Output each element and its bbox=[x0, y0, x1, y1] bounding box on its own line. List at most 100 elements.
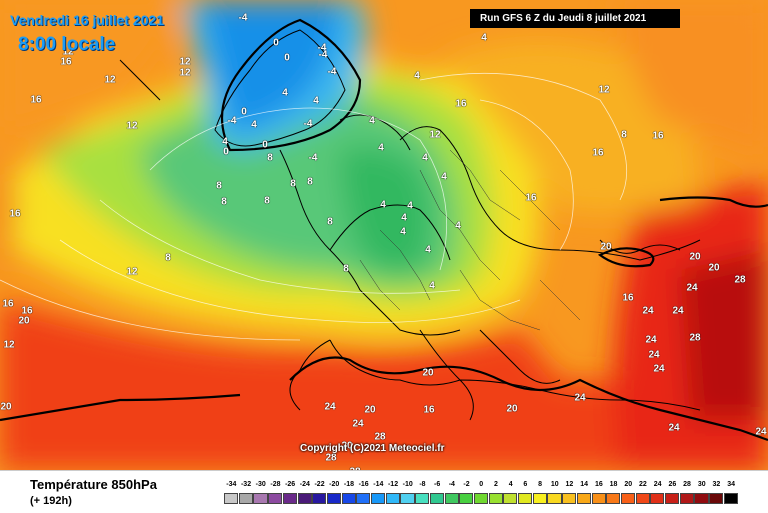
map-value-label: 8 bbox=[221, 196, 227, 208]
legend-swatch bbox=[679, 493, 694, 504]
map-value-label: 20 bbox=[600, 241, 612, 253]
map-value-label: -4 bbox=[308, 152, 318, 164]
map-value-label: 20 bbox=[506, 403, 518, 415]
map-value-label: 24 bbox=[324, 401, 336, 413]
map-value-label: 16 bbox=[423, 404, 435, 416]
legend-tick: 18 bbox=[609, 481, 618, 488]
legend-swatch bbox=[606, 493, 621, 504]
legend-swatch bbox=[532, 493, 547, 504]
legend-swatch bbox=[488, 493, 503, 504]
map-value-label: 16 bbox=[21, 305, 33, 317]
map-value-label: 20 bbox=[341, 440, 353, 452]
legend-tick: -4 bbox=[448, 481, 455, 488]
map-value-label: 0 bbox=[273, 37, 279, 49]
map-value-label: 20 bbox=[422, 367, 434, 379]
map-value-label: 4 bbox=[441, 171, 447, 183]
map-value-label: 28 bbox=[689, 332, 701, 344]
map-value-label: 4 bbox=[401, 212, 407, 224]
map-value-label: 8 bbox=[216, 180, 222, 192]
map-value-label: 24 bbox=[755, 426, 767, 438]
legend-swatch bbox=[723, 493, 738, 504]
contour-lines bbox=[0, 72, 628, 341]
map-value-label: 12 bbox=[3, 339, 15, 351]
legend-tick: 8 bbox=[538, 481, 542, 488]
legend-subtitle: (+ 192h) bbox=[30, 495, 72, 507]
map-value-label: 28 bbox=[734, 274, 746, 286]
map-value-label: 8 bbox=[307, 176, 313, 188]
legend-swatch bbox=[635, 493, 650, 504]
legend-swatch bbox=[429, 493, 444, 504]
map-value-label: 24 bbox=[672, 305, 684, 317]
map-value-label: 20 bbox=[689, 251, 701, 263]
temperature-map: -4 0 -4 -4 0 16 12 12 -4 4 0 4 4 0 12 4 -4 0 -4 4 8 16 12 4 4 4 -4… bbox=[0, 0, 768, 470]
map-value-label: 4 bbox=[313, 95, 319, 107]
legend-tick: 14 bbox=[580, 481, 589, 488]
map-value-label: 12 bbox=[104, 74, 116, 86]
legend-tick: -8 bbox=[419, 481, 426, 488]
legend-swatch bbox=[385, 493, 400, 504]
map-value-label: 12 bbox=[62, 46, 74, 58]
legend: Température 850hPa (+ 192h) -34 -32 -30 -28… bbox=[0, 470, 768, 513]
legend-swatch bbox=[326, 493, 342, 504]
map-value-label: 16 bbox=[2, 298, 14, 310]
legend-tick: -28 bbox=[270, 481, 281, 488]
legend-tick: 16 bbox=[594, 481, 603, 488]
legend-swatch bbox=[473, 493, 489, 504]
legend-tick: 6 bbox=[523, 481, 528, 488]
map-value-label: 4 bbox=[422, 152, 428, 164]
map-value-label: 12 bbox=[179, 56, 191, 68]
color-scale: -34 -32 -30 -28 -26 -24 -22 -20 -18 -16 -14 -12 -10-… bbox=[224, 481, 752, 507]
legend-tick: 28 bbox=[683, 481, 691, 488]
legend-swatch bbox=[356, 493, 371, 504]
map-value-label: 20 bbox=[0, 401, 12, 413]
map-value-label: 28 bbox=[349, 467, 360, 471]
map-value-label: -4 bbox=[318, 49, 328, 61]
forecast-date: Vendredi 16 juillet 2021 bbox=[10, 12, 165, 28]
legend-swatch bbox=[547, 493, 562, 504]
map-value-label: 24 bbox=[352, 418, 364, 430]
legend-tick: -22 bbox=[314, 481, 325, 488]
legend-tick: -10 bbox=[402, 481, 413, 488]
forecast-time: 8:00 locale bbox=[18, 34, 116, 55]
map-value-label: 4 bbox=[282, 87, 288, 99]
isotherm-lines bbox=[0, 18, 768, 442]
legend-swatch bbox=[238, 493, 253, 504]
map-value-label: 4 bbox=[425, 244, 431, 256]
map-value-label: 4 bbox=[380, 199, 386, 211]
map-value-label: -4 bbox=[303, 118, 313, 130]
map-value-label: 4 bbox=[378, 142, 384, 154]
map-value-label: 16 bbox=[622, 292, 634, 304]
map-value-label: 12 bbox=[598, 84, 610, 96]
legend-swatch bbox=[224, 493, 239, 504]
legend-tick: 0 bbox=[479, 481, 484, 488]
map-value-label: 4 bbox=[414, 70, 420, 82]
map-value-label: -4 bbox=[327, 66, 337, 78]
map-value-label: 24 bbox=[648, 349, 660, 361]
legend-tick: -26 bbox=[285, 481, 296, 488]
legend-swatch bbox=[503, 493, 518, 504]
map-value-label: 12 bbox=[179, 67, 191, 79]
run-info: Run GFS 6 Z du Jeudi 8 juillet 2021 bbox=[470, 9, 680, 28]
legend-tick: -18 bbox=[343, 481, 354, 488]
legend-tick: 32 bbox=[712, 481, 721, 488]
map-value-label: 4 bbox=[222, 136, 228, 148]
legend-tick: 30 bbox=[697, 481, 706, 488]
legend-tick: 24 bbox=[653, 481, 662, 488]
map-value-label: 4 bbox=[251, 119, 257, 131]
map-value-label: 8 bbox=[267, 152, 273, 164]
map-value-label: 16 bbox=[9, 208, 21, 220]
map-value-label: 0 bbox=[262, 139, 268, 151]
map-value-label: 16 bbox=[30, 94, 42, 106]
legend-tick: 34 bbox=[727, 481, 736, 488]
legend-tick: 4 bbox=[508, 481, 513, 488]
map-value-label: 8 bbox=[264, 195, 270, 207]
legend-swatch bbox=[694, 493, 709, 504]
legend-swatch bbox=[312, 493, 327, 504]
map-value-label: -4 bbox=[317, 42, 327, 54]
legend-swatch bbox=[650, 493, 665, 504]
legend-tick: -24 bbox=[299, 481, 310, 488]
map-value-label: 0 bbox=[223, 146, 229, 158]
legend-tick: -6 bbox=[434, 481, 441, 488]
map-value-label: 16 bbox=[592, 147, 604, 159]
copyright: Copyright (C)2021 Meteociel.fr bbox=[300, 443, 445, 454]
